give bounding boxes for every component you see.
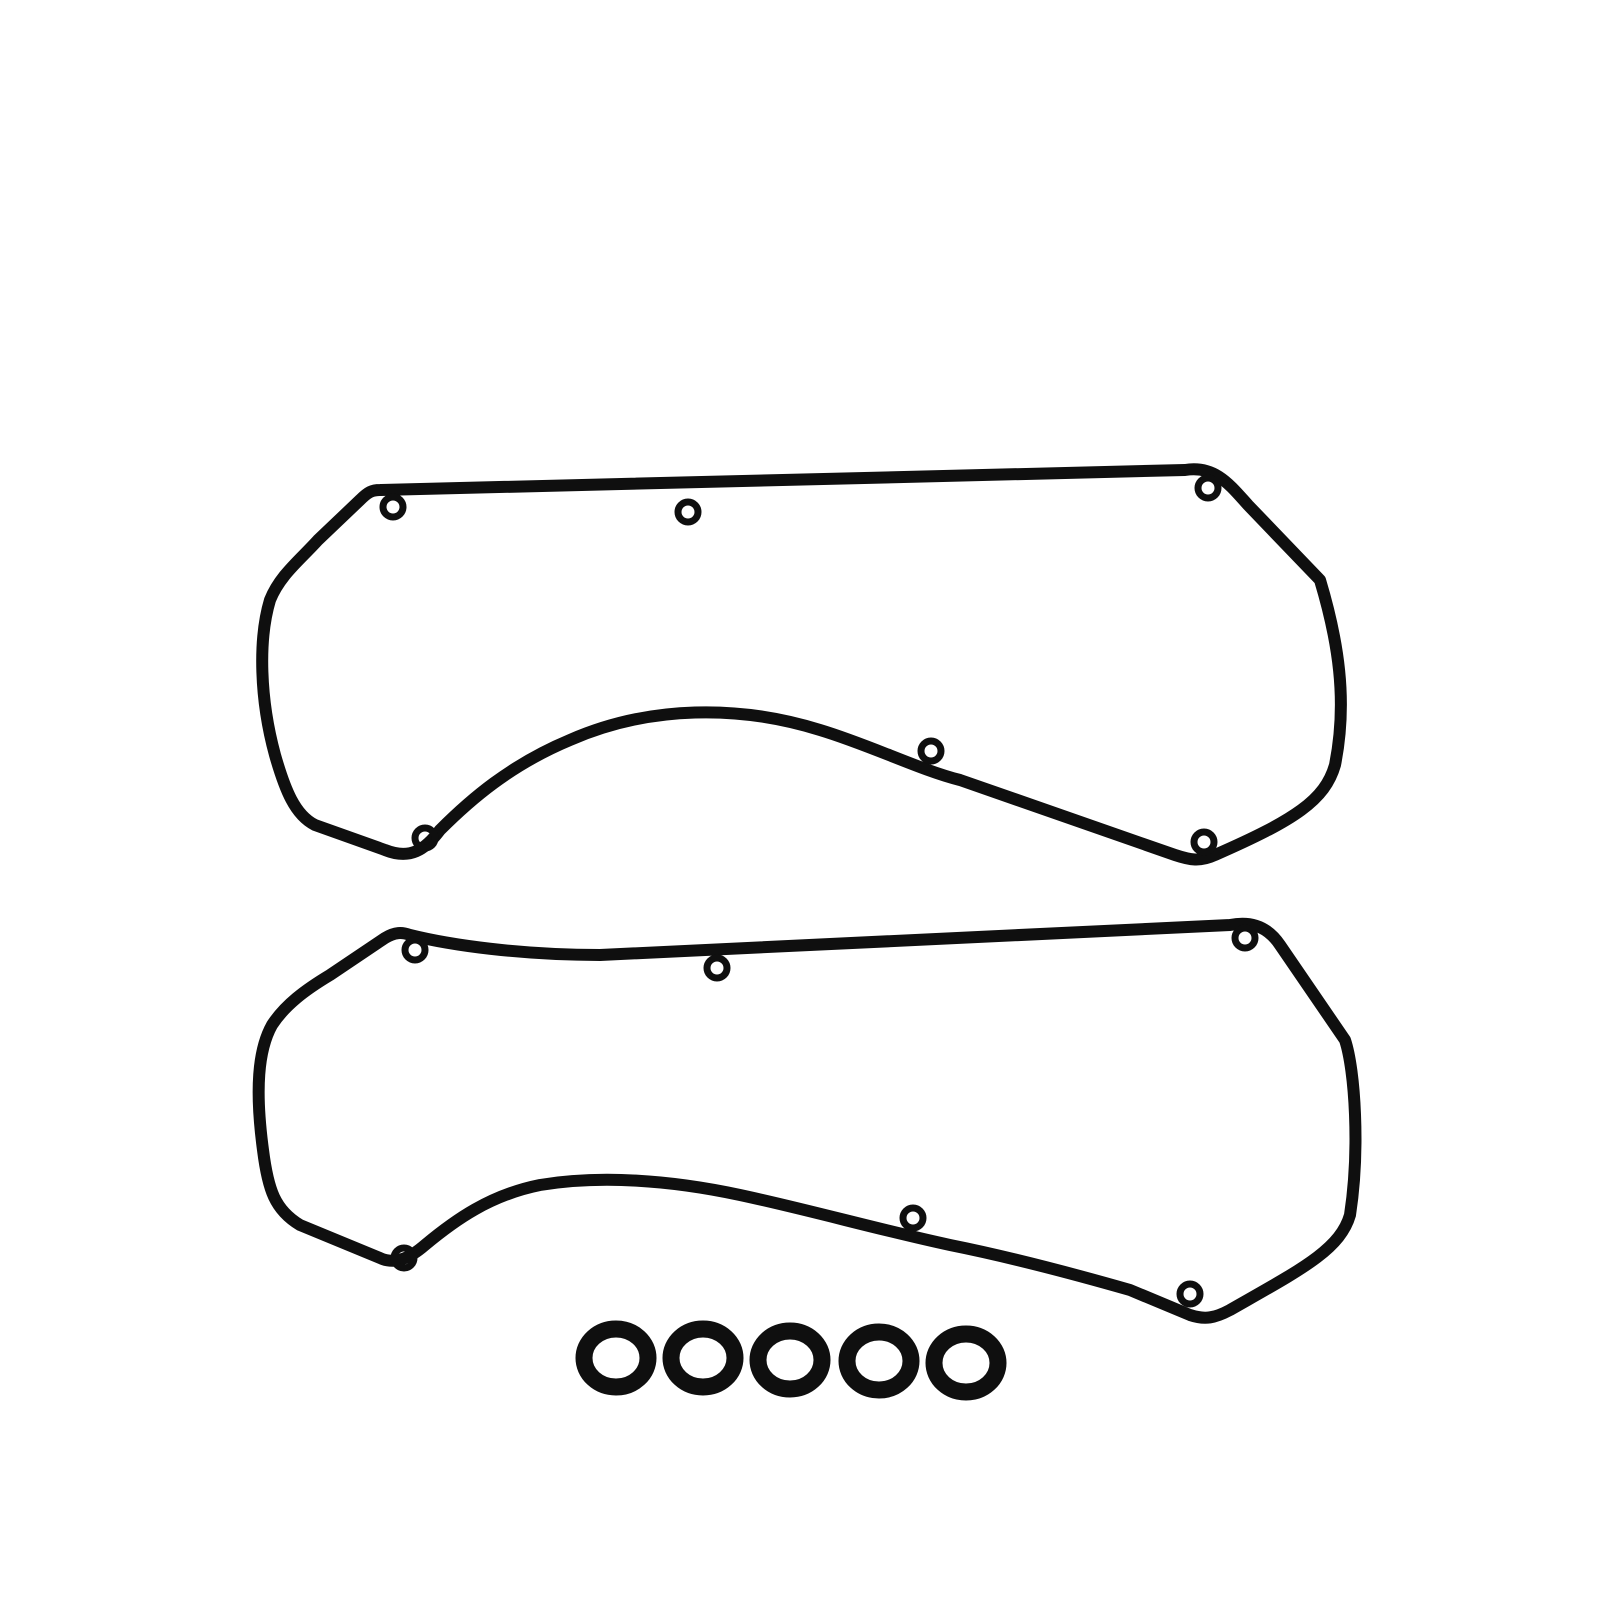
upper-valve-cover-gasket xyxy=(256,463,1347,866)
upper-gasket-outline xyxy=(256,463,1347,866)
lower-valve-cover-gasket xyxy=(252,917,1362,1324)
bolt-hole xyxy=(917,737,945,765)
tube-seal-ring xyxy=(662,1320,744,1396)
bolt-hole xyxy=(703,954,731,982)
lower-gasket-outline xyxy=(252,917,1362,1324)
bolt-hole xyxy=(899,1204,927,1232)
bolt-hole xyxy=(1176,1280,1204,1308)
bolt-hole xyxy=(411,824,439,852)
bolt-hole xyxy=(1194,474,1222,502)
tube-seal-ring xyxy=(749,1322,831,1398)
spark-plug-tube-seals xyxy=(575,1320,1007,1401)
tube-seal-ring xyxy=(838,1323,920,1399)
tube-seal-ring xyxy=(925,1325,1007,1401)
bolt-hole xyxy=(674,498,702,526)
bolt-hole xyxy=(1231,924,1259,952)
bolt-hole xyxy=(390,1244,418,1272)
bolt-hole xyxy=(379,493,407,521)
bolt-hole xyxy=(401,936,429,964)
tube-seal-ring xyxy=(575,1320,657,1396)
bolt-hole xyxy=(1190,828,1218,856)
